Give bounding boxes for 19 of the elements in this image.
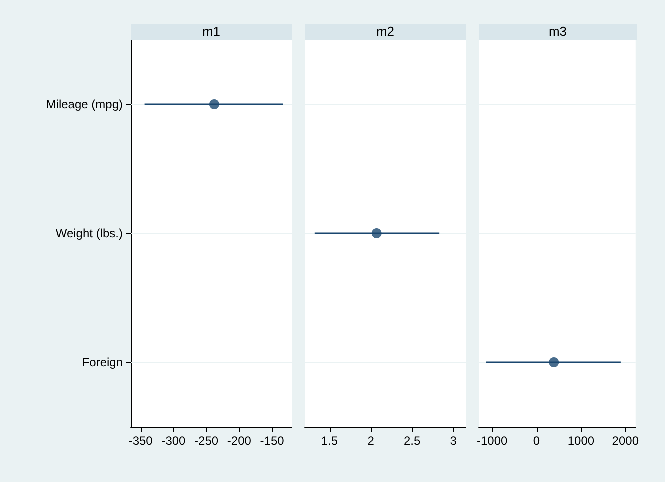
x-tick-label: -250 [194, 434, 219, 448]
x-tick-label: -200 [227, 434, 252, 448]
x-tick-label: 2 [368, 434, 375, 448]
x-tick-label: 1000 [568, 434, 595, 448]
x-tick-label: 1.5 [321, 434, 338, 448]
x-tick-label: -300 [162, 434, 186, 448]
chart-title: m1 [131, 24, 292, 40]
x-tick-label: 3 [450, 434, 458, 448]
x-tick-label: -350 [128, 434, 154, 448]
chart-title: m3 [479, 24, 637, 40]
x-tick-label: -1000 [476, 434, 508, 448]
y-tick-label: Weight (lbs.) [56, 226, 123, 240]
x-tick-label: -150 [260, 434, 285, 448]
x-tick-label: 0 [533, 434, 540, 448]
y-tick-label: Mileage (mpg) [46, 98, 123, 112]
chart-title: m2 [305, 24, 466, 40]
x-tick-label: 2000 [612, 434, 640, 448]
y-tick-label: Foreign [82, 356, 123, 370]
x-tick-label: 2.5 [404, 434, 421, 448]
